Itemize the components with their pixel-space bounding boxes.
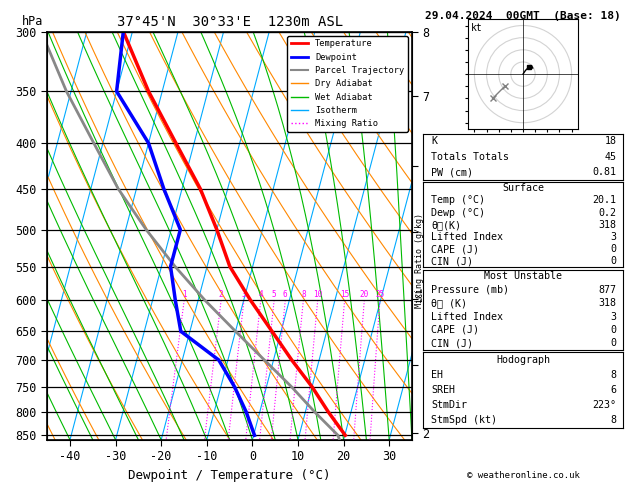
Text: 8: 8 <box>611 415 616 425</box>
Text: StmSpd (kt): StmSpd (kt) <box>431 415 498 425</box>
Legend: Temperature, Dewpoint, Parcel Trajectory, Dry Adiabat, Wet Adiabat, Isotherm, Mi: Temperature, Dewpoint, Parcel Trajectory… <box>287 36 408 132</box>
Text: 318: 318 <box>599 220 616 230</box>
Text: CIN (J): CIN (J) <box>431 338 473 348</box>
Text: hPa: hPa <box>21 15 43 28</box>
Text: 8: 8 <box>301 290 306 299</box>
Text: Totals Totals: Totals Totals <box>431 152 509 162</box>
Text: 0: 0 <box>611 256 616 266</box>
Text: 8: 8 <box>611 370 616 380</box>
Text: θᴜ(K): θᴜ(K) <box>431 220 461 230</box>
Text: 0.2: 0.2 <box>599 208 616 218</box>
Text: PW (cm): PW (cm) <box>431 167 473 177</box>
Text: 318: 318 <box>599 298 616 308</box>
Text: 0: 0 <box>611 244 616 254</box>
Text: Hodograph: Hodograph <box>496 355 550 365</box>
Text: Lifted Index: Lifted Index <box>431 232 503 242</box>
Text: K: K <box>431 137 437 146</box>
Text: CIN (J): CIN (J) <box>431 256 473 266</box>
Text: LCL: LCL <box>415 287 424 301</box>
Text: 29.04.2024  00GMT  (Base: 18): 29.04.2024 00GMT (Base: 18) <box>425 11 621 21</box>
Text: CAPE (J): CAPE (J) <box>431 244 479 254</box>
Text: 6: 6 <box>611 385 616 395</box>
Title: 37°45'N  30°33'E  1230m ASL: 37°45'N 30°33'E 1230m ASL <box>116 15 343 29</box>
Text: Temp (°C): Temp (°C) <box>431 195 486 206</box>
Text: 0.81: 0.81 <box>593 167 616 177</box>
Text: CAPE (J): CAPE (J) <box>431 325 479 335</box>
Text: StmDir: StmDir <box>431 400 467 410</box>
X-axis label: Dewpoint / Temperature (°C): Dewpoint / Temperature (°C) <box>128 469 331 482</box>
Text: Dewp (°C): Dewp (°C) <box>431 208 486 218</box>
Text: 20: 20 <box>360 290 369 299</box>
Text: SREH: SREH <box>431 385 455 395</box>
Text: Mixing Ratio (g/kg): Mixing Ratio (g/kg) <box>415 212 424 308</box>
Text: 3: 3 <box>242 290 247 299</box>
Text: © weatheronline.co.uk: © weatheronline.co.uk <box>467 471 579 480</box>
Text: 3: 3 <box>611 232 616 242</box>
Text: 3: 3 <box>611 312 616 322</box>
Text: 45: 45 <box>604 152 616 162</box>
Text: Most Unstable: Most Unstable <box>484 271 562 281</box>
Text: Surface: Surface <box>502 183 544 193</box>
Text: 25: 25 <box>376 290 384 299</box>
Text: θᴜ (K): θᴜ (K) <box>431 298 467 308</box>
Text: Pressure (mb): Pressure (mb) <box>431 285 509 295</box>
Text: 2: 2 <box>219 290 223 299</box>
Text: 18: 18 <box>604 137 616 146</box>
Text: 0: 0 <box>611 338 616 348</box>
Y-axis label: km
ASL: km ASL <box>439 214 459 236</box>
Text: kt: kt <box>470 23 482 33</box>
Text: 1: 1 <box>182 290 187 299</box>
Text: 20.1: 20.1 <box>593 195 616 206</box>
Text: EH: EH <box>431 370 443 380</box>
Text: 0: 0 <box>611 325 616 335</box>
Text: 15: 15 <box>340 290 349 299</box>
Text: 223°: 223° <box>593 400 616 410</box>
Text: 4: 4 <box>259 290 263 299</box>
Text: 877: 877 <box>599 285 616 295</box>
Text: 5: 5 <box>272 290 277 299</box>
Text: 6: 6 <box>283 290 287 299</box>
Text: 10: 10 <box>313 290 322 299</box>
Text: Lifted Index: Lifted Index <box>431 312 503 322</box>
